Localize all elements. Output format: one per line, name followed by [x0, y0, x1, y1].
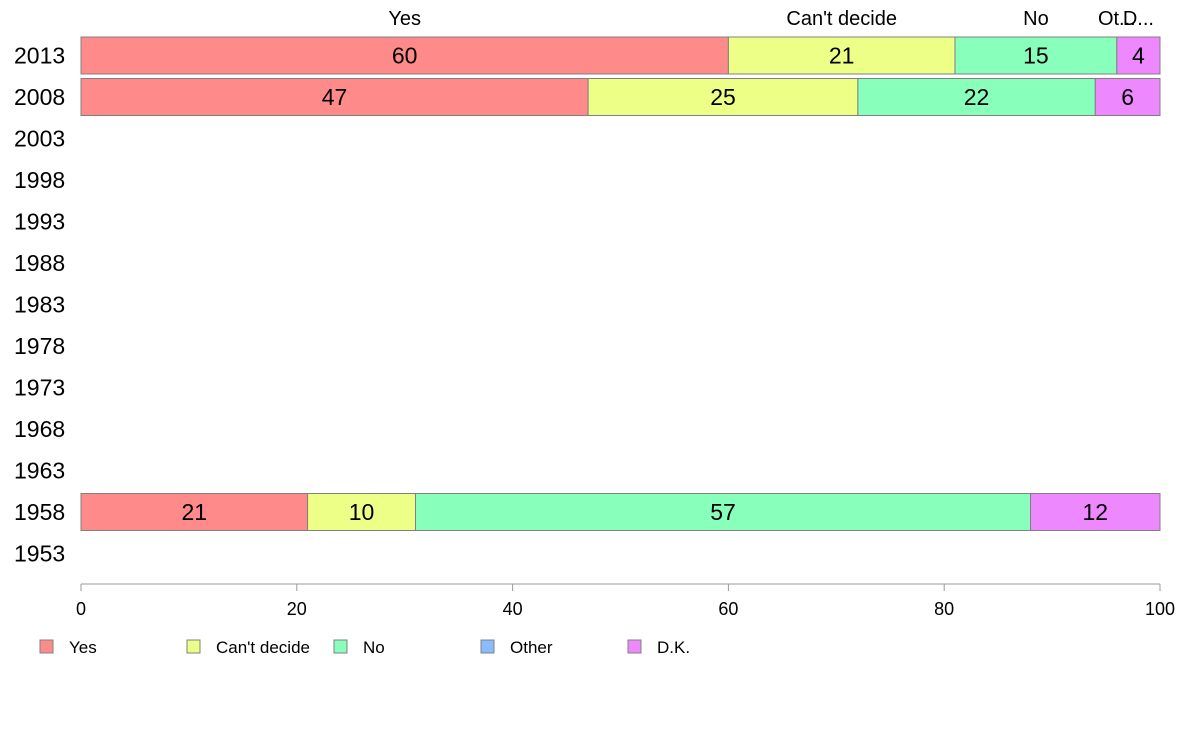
legend-swatch-2: [333, 639, 348, 654]
year-label-1968: 1968: [14, 416, 65, 442]
legend-label-0: Yes: [69, 638, 97, 657]
bar-1958-2: [414, 493, 1032, 531]
year-label-1978: 1978: [14, 333, 65, 359]
bar-2008-1: [587, 78, 859, 116]
legend-label-1: Can't decide: [216, 638, 310, 657]
value-label-1958-4: 12: [1082, 499, 1108, 525]
bar-1958-0: [80, 493, 309, 531]
x-tick-label-20: 20: [287, 599, 307, 619]
value-label-2008-1: 25: [710, 84, 736, 110]
bar-2013-4: [1116, 36, 1161, 75]
bars-group: 60 21 15 4 47 25 22 6 21 10 57 12: [80, 36, 1161, 531]
x-tick-label-80: 80: [934, 599, 954, 619]
value-label-2013-4: 4: [1132, 43, 1145, 69]
year-label-1953: 1953: [14, 541, 65, 567]
value-label-1958-2: 57: [710, 499, 736, 525]
legend-swatch-3: [480, 639, 495, 654]
year-label-1973: 1973: [14, 375, 65, 401]
legend-swatch-0: [39, 639, 54, 654]
year-label-1963: 1963: [14, 458, 65, 484]
value-label-1958-1: 10: [349, 499, 375, 525]
year-label-1993: 1993: [14, 209, 65, 235]
bar-2008-4: [1094, 78, 1161, 116]
value-label-2008-4: 6: [1121, 84, 1134, 110]
year-label-1958: 1958: [14, 499, 65, 525]
top-label-0: Yes: [388, 8, 421, 30]
legend-swatch-1: [186, 639, 201, 654]
legend-label-3: Other: [510, 638, 553, 657]
top-label-1: Can't decide: [786, 8, 897, 30]
legend-label-4: D.K.: [657, 638, 690, 657]
legend-label-2: No: [363, 638, 385, 657]
top-category-labels: Yes Can't decide No Ot...D...: [388, 8, 1154, 30]
value-label-2008-0: 47: [322, 84, 348, 110]
value-label-2013-1: 21: [829, 43, 855, 69]
year-label-2003: 2003: [14, 126, 65, 152]
legend: Yes Can't decide No Other D.K.: [39, 638, 690, 657]
year-axis-labels: 2013 2008 2003 1998 1993 1988 1983 1978 1973 1968…: [14, 43, 65, 567]
bar-1958-1: [307, 493, 416, 531]
value-label-1958-0: 21: [181, 499, 207, 525]
year-label-1983: 1983: [14, 292, 65, 318]
top-label-4: D...: [1123, 8, 1154, 30]
value-label-2013-0: 60: [392, 43, 418, 69]
x-axis: 0 20 40 60 80 100: [76, 583, 1175, 619]
bar-1958-4: [1030, 493, 1161, 531]
x-tick-label-100: 100: [1145, 599, 1175, 619]
bar-2008-2: [857, 78, 1096, 116]
x-tick-label-60: 60: [718, 599, 738, 619]
year-label-2008: 2008: [14, 84, 65, 110]
top-label-3: Ot...: [1098, 8, 1136, 30]
top-label-2: No: [1023, 8, 1049, 30]
x-tick-label-0: 0: [76, 599, 86, 619]
legend-swatch-4: [627, 639, 642, 654]
value-label-2008-2: 22: [964, 84, 990, 110]
value-label-2013-2: 15: [1023, 43, 1049, 69]
year-label-1988: 1988: [14, 250, 65, 276]
bar-2013-1: [727, 36, 956, 75]
bar-2008-0: [80, 78, 589, 116]
year-label-1998: 1998: [14, 167, 65, 193]
x-tick-label-40: 40: [503, 599, 523, 619]
year-label-2013: 2013: [14, 43, 65, 69]
